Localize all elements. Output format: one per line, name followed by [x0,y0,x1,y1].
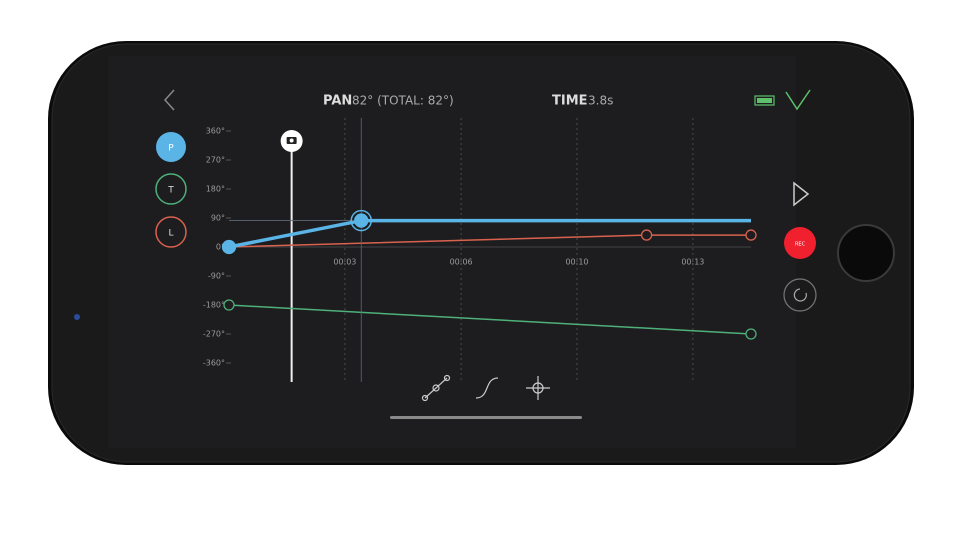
battery-icon [754,95,775,106]
play-button[interactable] [793,181,810,207]
x-tick-label: 00:13 [681,258,704,267]
back-button[interactable] [163,89,175,111]
front-camera [74,314,80,320]
confirm-button[interactable] [785,89,811,111]
pan-button[interactable] [156,132,186,162]
keyframe [640,229,653,241]
tilt-button[interactable] [155,173,187,205]
keyframe [354,213,369,228]
tool-node [432,384,440,392]
keyframe [223,299,235,311]
tool-node [421,394,429,402]
y-tick-label: 180° [206,185,225,194]
y-tick-label: -90° [208,272,225,281]
linear-tool[interactable] [424,377,448,399]
x-tick-label: 00:03 [333,258,356,267]
y-tick-label: -180° [203,301,225,310]
camera-lens [289,138,294,143]
pan-value: 82° (TOTAL: 82°) [352,94,454,108]
bottom-toolbar [421,374,550,402]
x-tick-label: 00:06 [450,258,473,267]
record-button[interactable] [784,227,816,259]
slide-button-label: L [168,229,173,239]
curve-tool[interactable] [475,377,499,399]
plot: 00:03 00:06 00:10 00:13 360° 270° 180° 90° 0° -90… [203,118,757,382]
keyframe-ring [350,209,372,232]
loop-icon [793,288,807,302]
y-tick-label: 0° [216,243,225,252]
y-tick-label: 360° [206,127,225,136]
home-indicator [390,416,582,419]
keyframe [745,229,757,241]
series-line [228,304,752,335]
y-tick-label: -270° [203,330,225,339]
y-tick-label: 270° [206,156,225,165]
pan-label: PAN [323,94,352,109]
battery-level [757,98,772,103]
loop-button[interactable] [783,278,817,312]
tool-node [443,374,451,382]
keyframe [745,328,757,340]
slide-button[interactable] [155,216,187,248]
y-tick-label: 90° [211,214,225,223]
pan-button-label: P [168,144,174,154]
keyframe [221,239,237,255]
home-button[interactable] [837,224,895,282]
app-screen [108,56,796,448]
target-cross [526,376,550,400]
record-label: REC [795,242,806,248]
time-value: 3.8s [588,94,613,108]
tilt-button-label: T [167,186,174,196]
x-tick-label: 00:10 [565,258,588,267]
y-tick-label: -360° [203,359,225,368]
time-label: TIME [552,94,588,109]
